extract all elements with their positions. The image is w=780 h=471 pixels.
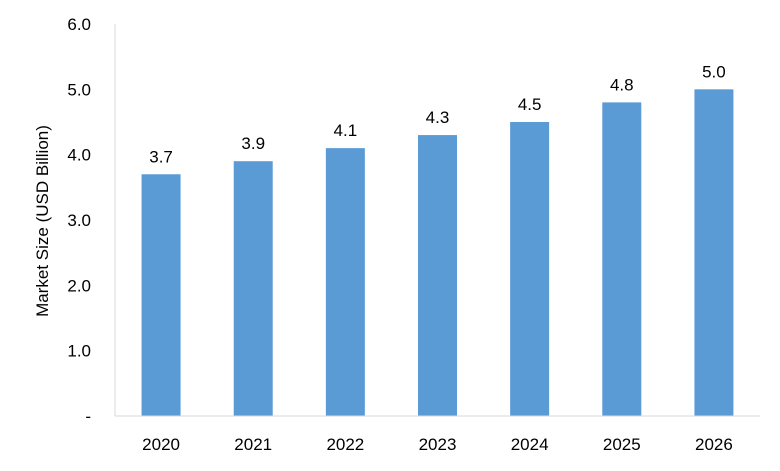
data-label-2021: 3.9 xyxy=(241,134,265,153)
x-tick-label-2024: 2024 xyxy=(511,435,549,454)
data-label-2025: 4.8 xyxy=(610,75,634,94)
data-labels: 3.7 3.9 4.1 4.3 4.5 4.8 5.0 xyxy=(149,62,725,166)
x-tick-labels: 2020 2021 2022 2023 2024 2025 2026 xyxy=(142,435,733,454)
bar-2021 xyxy=(233,161,273,416)
bar-2022 xyxy=(325,148,365,416)
x-tick-label-2026: 2026 xyxy=(695,435,733,454)
x-tick-label-2022: 2022 xyxy=(326,435,364,454)
y-tick-label: 2.0 xyxy=(67,276,91,295)
bar-2023 xyxy=(418,135,457,417)
y-tick-label: 4.0 xyxy=(67,146,91,165)
data-label-2024: 4.5 xyxy=(518,95,542,114)
bar-2020 xyxy=(141,174,181,416)
y-axis-title: Market Size (USD Billion) xyxy=(33,125,52,317)
y-tick-labels: - 1.0 2.0 3.0 4.0 5.0 6.0 xyxy=(67,15,91,426)
y-axis-title-group: Market Size (USD Billion) xyxy=(33,125,52,317)
bar-2025 xyxy=(602,102,642,417)
bars xyxy=(141,89,734,417)
y-tick-label: 1.0 xyxy=(67,342,91,361)
y-tick-label: 6.0 xyxy=(67,15,91,34)
data-label-2023: 4.3 xyxy=(426,108,450,127)
bar-2026 xyxy=(694,89,734,416)
x-tick-label-2021: 2021 xyxy=(234,435,272,454)
bar-2024 xyxy=(510,122,550,416)
y-tick-label: - xyxy=(85,407,91,426)
data-label-2022: 4.1 xyxy=(334,121,358,140)
data-label-2020: 3.7 xyxy=(149,147,173,166)
y-tick-label: 5.0 xyxy=(67,80,91,99)
data-label-2026: 5.0 xyxy=(702,62,726,81)
x-tick-label-2025: 2025 xyxy=(603,435,641,454)
x-tick-label-2023: 2023 xyxy=(419,435,457,454)
y-tick-label: 3.0 xyxy=(67,211,91,230)
x-tick-label-2020: 2020 xyxy=(142,435,180,454)
